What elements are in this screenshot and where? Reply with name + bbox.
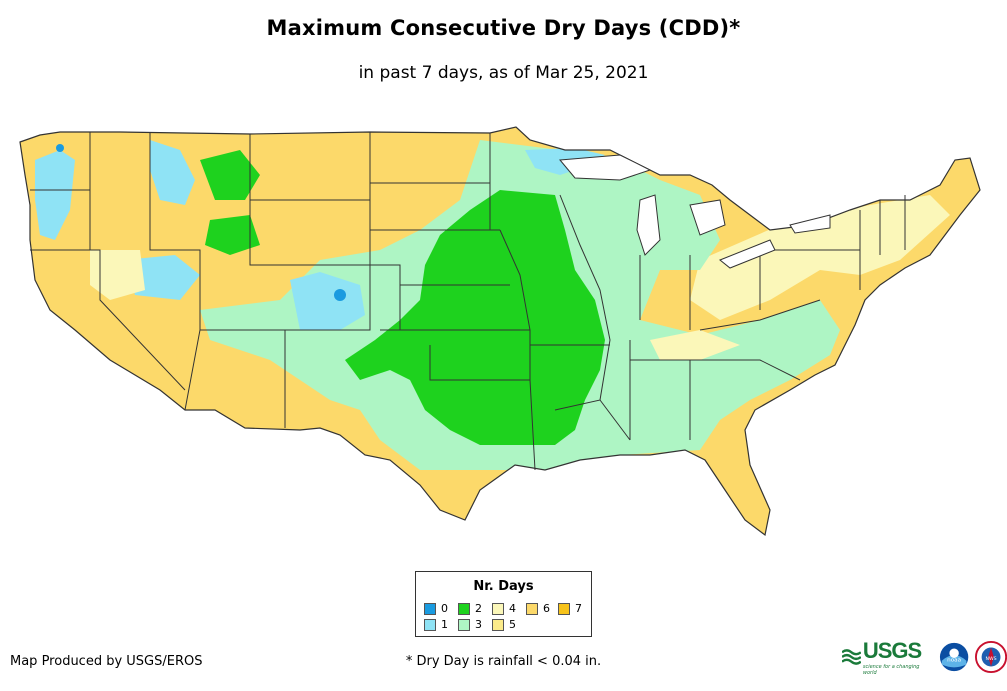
lake-erie (719, 239, 776, 269)
lake-huron (689, 199, 726, 236)
legend-item-7: 7 (558, 602, 582, 615)
nws-logo-icon: NWS (974, 640, 1007, 674)
legend-item-1: 1 (424, 618, 448, 631)
legend: Nr. Days 0 1 2 3 4 5 6 (415, 571, 592, 637)
lake-ontario (789, 214, 831, 234)
cdd-region-0-wa (56, 144, 64, 152)
cdd-region-4 (690, 195, 950, 320)
legend-item-4: 4 (492, 602, 516, 615)
legend-title: Nr. Days (473, 579, 534, 594)
agency-logos: USGS science for a changing world noaa N… (842, 638, 1007, 676)
noaa-label: noaa (947, 658, 961, 664)
legend-swatch-4 (492, 602, 504, 615)
legend-swatch-0 (424, 602, 436, 615)
legend-item-6: 6 (526, 602, 550, 615)
legend-item-0: 0 (424, 602, 448, 615)
producer-credit: Map Produced by USGS/EROS (10, 654, 203, 669)
legend-label-2: 2 (475, 602, 482, 615)
cdd-region-2 (345, 190, 605, 445)
dry-day-footnote: * Dry Day is rainfall < 0.04 in. (405, 654, 602, 669)
cdd-region-0-co (334, 289, 346, 301)
cdd-region-1-id (150, 140, 195, 205)
legend-label-7: 7 (575, 602, 582, 615)
legend-label-4: 4 (509, 602, 516, 615)
cdd-region-2-wy (205, 215, 260, 255)
lake-michigan (636, 194, 661, 256)
cdd-fill-layer (20, 127, 980, 535)
legend-grid: 0 1 2 3 4 5 6 7 (416, 602, 591, 636)
legend-swatch-7 (558, 602, 570, 615)
state-borders (19, 126, 981, 537)
map-title: Maximum Consecutive Dry Days (CDD)* (266, 16, 741, 40)
noaa-logo-icon: noaa (939, 642, 968, 672)
legend-item-2: 2 (458, 602, 482, 615)
legend-item-5: 5 (492, 618, 516, 631)
legend-label-5: 5 (509, 618, 516, 631)
cdd-region-1-co (290, 272, 365, 330)
usgs-wordmark: USGS (862, 638, 922, 663)
legend-swatch-3 (458, 618, 470, 631)
legend-swatch-6 (526, 602, 538, 615)
legend-swatch-2 (458, 602, 470, 615)
usgs-tagline: science for a changing world (862, 664, 920, 676)
lake-superior (559, 154, 652, 181)
legend-swatch-5 (492, 618, 504, 631)
legend-label-6: 6 (543, 602, 550, 615)
usgs-logo: USGS science for a changing world (842, 638, 931, 676)
cdd-region-2-mt (200, 150, 260, 200)
legend-label-3: 3 (475, 618, 482, 631)
legend-swatch-1 (424, 618, 436, 631)
legend-label-0: 0 (441, 602, 448, 615)
legend-label-1: 1 (441, 618, 448, 631)
cdd-region-4-ky (650, 330, 740, 360)
cdd-region-4-nv (90, 250, 145, 300)
nws-label: NWS (985, 656, 996, 662)
usgs-waves-icon (842, 649, 861, 665)
great-lakes (559, 154, 831, 269)
cdd-region-1-wa (35, 150, 75, 240)
legend-item-3: 3 (458, 618, 482, 631)
map-subtitle: in past 7 days, as of Mar 25, 2021 (358, 63, 649, 83)
